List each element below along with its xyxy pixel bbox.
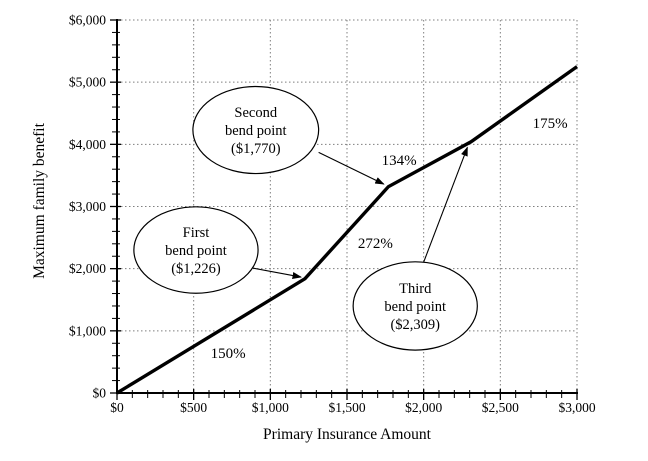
x-tick-label: $2,500: [482, 400, 519, 415]
x-axis-title: Primary Insurance Amount: [263, 426, 431, 443]
slope-label: 272%: [358, 236, 393, 252]
annotation-text-third-bend-point: ($2,309): [390, 317, 440, 333]
y-tick-label: $5,000: [69, 75, 106, 90]
y-tick-label: $6,000: [69, 13, 106, 28]
annotation-ellipse-third-bend-point: [352, 261, 478, 351]
slope-label: 134%: [382, 153, 417, 169]
annotation-text-second-bend-point: Second: [234, 105, 277, 121]
annotation-text-first-bend-point: ($1,226): [171, 261, 221, 277]
annotation-ellipse-first-bend-point: [133, 206, 259, 294]
y-tick-label: $3,000: [69, 199, 106, 214]
annotation-text-third-bend-point: Third: [399, 281, 432, 297]
annotation-arrow-second-bend-point: [318, 151, 385, 185]
y-tick-label: $4,000: [69, 137, 106, 152]
annotation-text-second-bend-point: bend point: [225, 123, 287, 139]
y-tick-label: $0: [93, 386, 107, 401]
annotation-text-first-bend-point: bend point: [165, 243, 227, 259]
x-tick-label: $0: [110, 400, 124, 415]
x-tick-label: $500: [180, 400, 207, 415]
annotation-text-second-bend-point: ($1,770): [231, 141, 281, 157]
annotation-arrow-third-bend-point: [423, 146, 468, 263]
annotation-arrow-first-bend-point: [252, 267, 302, 279]
annotation-text-third-bend-point: bend point: [384, 299, 446, 315]
x-tick-label: $3,000: [558, 400, 595, 415]
y-tick-label: $2,000: [69, 261, 106, 276]
slope-label: 150%: [211, 346, 246, 362]
x-tick-label: $1,500: [328, 400, 365, 415]
benefit-line-series: [116, 65, 578, 395]
x-tick-label: $1,000: [252, 400, 289, 415]
y-tick-label: $1,000: [69, 323, 106, 338]
y-axis-title: Maximum family benefit: [31, 123, 48, 279]
slope-label: 175%: [533, 116, 568, 132]
x-tick-label: $2,000: [405, 400, 442, 415]
annotation-ellipse-second-bend-point: [192, 85, 320, 175]
annotation-text-first-bend-point: First: [183, 225, 210, 241]
